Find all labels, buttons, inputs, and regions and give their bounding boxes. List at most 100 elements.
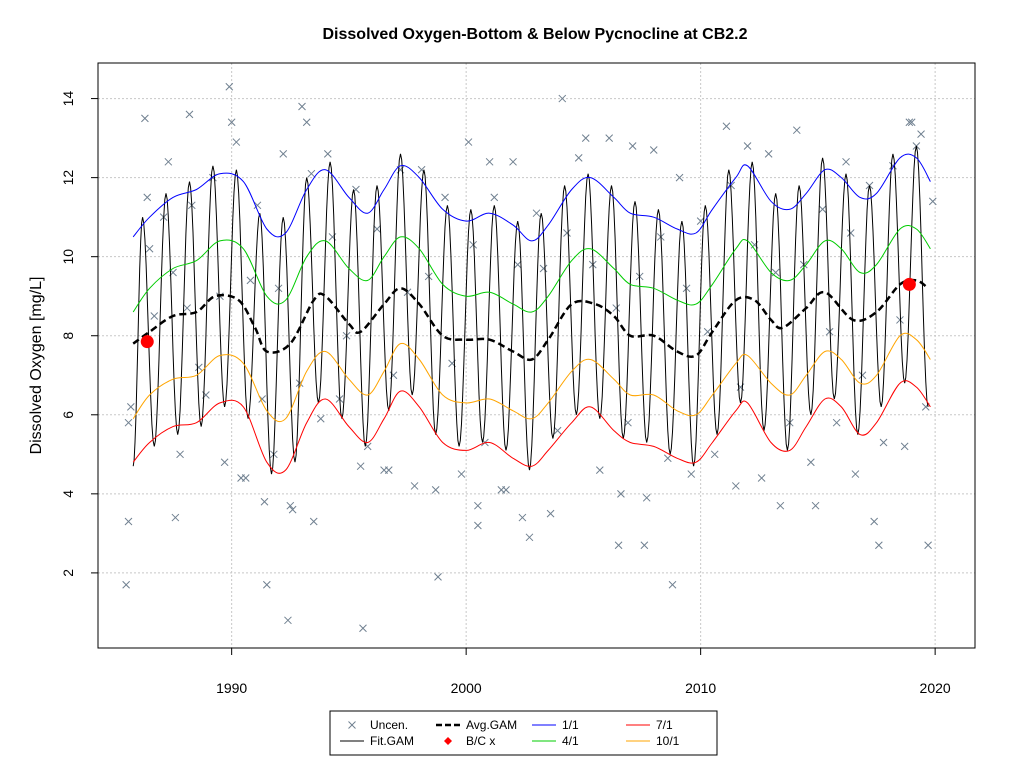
series-line-4-1 [132, 225, 931, 313]
x-tick-label: 2000 [451, 680, 482, 696]
observation-point [617, 489, 625, 498]
observation-point [124, 517, 133, 526]
bc-point [902, 277, 916, 291]
observation-point [776, 501, 785, 510]
observation-point [921, 403, 930, 411]
observation-point [900, 442, 909, 451]
axes: 1990 2000 2010 2020 2 4 6 8 10 12 14 [60, 91, 951, 696]
observation-point [143, 193, 152, 202]
observation-point [441, 193, 449, 202]
observation-point [825, 327, 834, 336]
observation-point [485, 157, 494, 166]
observation-point [581, 134, 590, 142]
observation-point [858, 371, 867, 380]
observation-point [870, 517, 879, 526]
observation-point [896, 316, 904, 324]
observation-point [563, 229, 571, 237]
observation-point [513, 260, 522, 269]
observation-point [356, 462, 365, 471]
observation-point [302, 118, 311, 127]
series-line-7-1 [132, 380, 931, 474]
chart-title: Dissolved Oxygen-Bottom & Below Pycnocli… [323, 26, 748, 43]
observation-point [879, 438, 888, 447]
observation-point [141, 114, 149, 123]
observation-point [687, 470, 696, 478]
x-tick-label: 2010 [685, 680, 716, 696]
observation-point [811, 501, 820, 510]
legend-item: B/C x [444, 734, 495, 748]
observation-point [546, 509, 555, 518]
observation-point [649, 146, 658, 154]
observation-point [164, 157, 173, 166]
y-tick-label: 2 [60, 569, 76, 577]
grid [98, 63, 975, 648]
observation-point [663, 454, 672, 463]
fit-gam-line [132, 145, 929, 475]
observation-point [905, 118, 914, 127]
legend-label: Avg.GAM [466, 718, 517, 732]
legend-label: 10/1 [656, 734, 680, 748]
legend-item: 7/1 [626, 718, 673, 732]
observation-point [558, 94, 567, 103]
observation-point [410, 482, 419, 490]
legend-label: 4/1 [562, 734, 579, 748]
series-line-1-1 [132, 153, 931, 242]
x-tick-label: 1990 [216, 680, 247, 696]
observation-point [842, 157, 850, 166]
plot-frame [97, 62, 976, 649]
observation-point [384, 466, 393, 474]
bc-points [140, 277, 916, 349]
observation-point [262, 580, 271, 589]
legend-label: B/C x [466, 734, 495, 748]
observation-point [286, 501, 295, 510]
observation-point [279, 150, 288, 158]
observation-point [605, 134, 614, 142]
y-tick-label: 12 [60, 170, 76, 186]
observation-point [924, 541, 932, 550]
observation-point [150, 312, 159, 320]
y-axis-label: Dissolved Oxygen [mg/L] [28, 277, 45, 455]
legend-item: Fit.GAM [340, 734, 414, 748]
observation-point [457, 470, 466, 478]
observation-point [743, 142, 752, 150]
observation-point [260, 497, 269, 506]
legend-item: 4/1 [532, 734, 579, 748]
observation-point [525, 533, 534, 542]
observation-point [518, 513, 527, 522]
observation-point [309, 517, 318, 526]
observation-point [642, 493, 651, 502]
y-tick-label: 4 [60, 490, 76, 498]
observation-point [176, 450, 184, 459]
bc-point [140, 335, 154, 349]
observation-point [474, 501, 482, 510]
legend-item: 1/1 [532, 718, 579, 732]
observation-point [323, 150, 332, 158]
observation-point [220, 458, 229, 467]
observation-point [875, 541, 883, 550]
observation-point [434, 572, 442, 581]
observation-point [682, 284, 691, 293]
legend-label: 1/1 [562, 718, 579, 732]
observation-point [917, 130, 925, 139]
observation-point [232, 138, 241, 146]
observation-point [288, 505, 297, 514]
observation-point [183, 304, 191, 312]
observation-point [307, 169, 316, 178]
observation-point [126, 403, 135, 411]
observation-point [509, 157, 517, 166]
observation-point [171, 513, 180, 522]
legend-item: Uncen. [348, 718, 408, 732]
observation-point [614, 541, 623, 550]
observation-point [574, 154, 583, 162]
observation-point [539, 264, 548, 273]
observation-point [764, 150, 773, 158]
observation-point [532, 209, 541, 218]
observation-point [553, 426, 562, 435]
observation-point [502, 486, 510, 494]
x-tick-label: 2020 [920, 680, 951, 696]
observation-point [124, 418, 133, 427]
observation-point [122, 580, 130, 589]
observation-point [464, 138, 473, 146]
observation-point [490, 193, 499, 202]
